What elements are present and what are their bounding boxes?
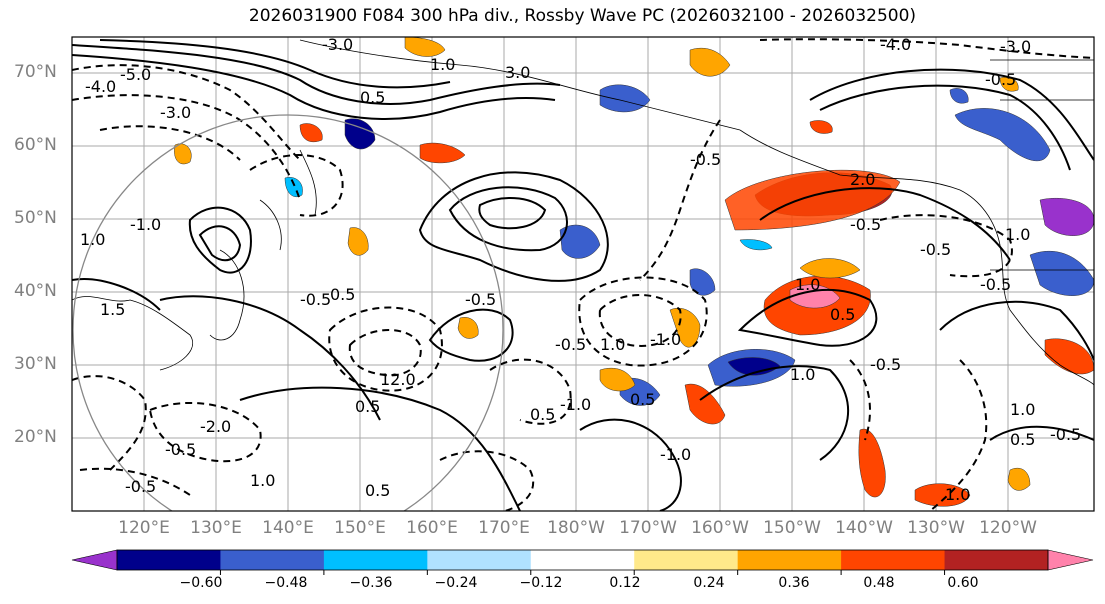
chart-title: 2026031900 F084 300 hPa div., Rossby Wav… bbox=[248, 6, 917, 26]
lat-label: 50°N bbox=[14, 208, 57, 228]
contour-label: 12.0 bbox=[380, 370, 416, 389]
contour-label: 0.5 bbox=[1010, 430, 1035, 449]
colorbar-segment bbox=[841, 550, 946, 570]
contour-label: -1.0 bbox=[660, 445, 691, 464]
colorbar bbox=[71, 549, 1094, 575]
contour-label: -0.5 bbox=[980, 275, 1011, 294]
contour-label: 1.5 bbox=[100, 300, 125, 319]
lon-label: 150°W bbox=[763, 518, 821, 538]
contour-label: 1.0 bbox=[250, 471, 275, 490]
contour-label: 1.0 bbox=[790, 365, 815, 384]
contour-label: 0.5 bbox=[330, 285, 355, 304]
colorbar-segment bbox=[634, 550, 739, 570]
contour-label: 0.5 bbox=[360, 88, 385, 107]
contour-label: -3.0 bbox=[160, 103, 191, 122]
lon-label: 140°W bbox=[835, 518, 893, 538]
contour-label: 1.0 bbox=[945, 485, 970, 504]
lon-label: 180°W bbox=[547, 518, 605, 538]
lon-label: 130°E bbox=[190, 518, 242, 538]
colorbar-tick-label: −0.24 bbox=[434, 575, 478, 591]
gridlines bbox=[72, 37, 1094, 511]
contour-label: -0.5 bbox=[300, 290, 331, 309]
colorbar-segment bbox=[944, 550, 1049, 570]
lon-label: 170°E bbox=[478, 518, 530, 538]
contour-label: -0.5 bbox=[690, 150, 721, 169]
lat-label: 70°N bbox=[14, 62, 57, 82]
contour-label: -0.5 bbox=[920, 240, 951, 259]
contour-label: 0.5 bbox=[630, 390, 655, 409]
lat-label: 60°N bbox=[14, 135, 57, 155]
divergence-shading bbox=[174, 37, 1094, 507]
colorbar-segment bbox=[737, 550, 842, 570]
colorbar-segment bbox=[323, 550, 428, 570]
colorbar-segment bbox=[530, 550, 635, 570]
contour-label: -4.0 bbox=[880, 35, 911, 54]
positive-contours bbox=[72, 39, 1094, 511]
contour-label: 0.5 bbox=[830, 305, 855, 324]
contour-labels: -3.0-5.0-4.0-3.0-4.0 -3.01.0 3.00.5-0.51.0… bbox=[80, 35, 1081, 504]
colorbar-segment bbox=[117, 550, 221, 570]
contour-label: -3.0 bbox=[1000, 37, 1031, 56]
colorbar-extend-low bbox=[71, 549, 118, 571]
contour-label: -0.5 bbox=[850, 215, 881, 234]
contour-label: 2.0 bbox=[850, 170, 875, 189]
colorbar-tick-label: 0.24 bbox=[693, 575, 725, 591]
lon-label: 130°W bbox=[907, 518, 965, 538]
lon-label: 120°W bbox=[979, 518, 1037, 538]
lat-label: 40°N bbox=[14, 281, 57, 301]
contour-label: -3.0 bbox=[322, 35, 353, 54]
contour-label: -2.0 bbox=[200, 417, 231, 436]
contour-label: -4.0 bbox=[85, 77, 116, 96]
lat-label: 20°N bbox=[14, 427, 57, 447]
contour-label: -0.5 bbox=[555, 335, 586, 354]
lon-label: 170°W bbox=[619, 518, 677, 538]
colorbar-tick-label: −0.60 bbox=[179, 575, 223, 591]
colorbar-tick-label: 0.60 bbox=[947, 575, 979, 591]
colorbar-tick-label: 0.12 bbox=[609, 575, 641, 591]
lon-label: 150°E bbox=[334, 518, 386, 538]
contour-label: 1.0 bbox=[1010, 400, 1035, 419]
map-frame bbox=[71, 36, 1095, 512]
contour-label: 1.0 bbox=[795, 275, 820, 294]
colorbar-segment bbox=[427, 550, 532, 570]
contour-label: -0.5 bbox=[985, 70, 1016, 89]
colorbar-tick-label: −0.48 bbox=[264, 575, 308, 591]
contour-label: 1.0 bbox=[1005, 225, 1030, 244]
contour-label: -0.5 bbox=[870, 355, 901, 374]
contour-label: -0.5 bbox=[125, 477, 156, 496]
contour-label: 1.0 bbox=[80, 230, 105, 249]
colorbar-frame bbox=[116, 549, 1049, 571]
contour-label: 0.5 bbox=[530, 405, 555, 424]
contour-label: -5.0 bbox=[120, 65, 151, 84]
contour-label: -0.5 bbox=[1050, 425, 1081, 444]
colorbar-tick-label: −0.36 bbox=[349, 575, 393, 591]
projection-circle bbox=[72, 114, 504, 511]
negative-contours bbox=[72, 38, 1094, 511]
contour-label: 3.0 bbox=[505, 63, 530, 82]
contour-label: 1.0 bbox=[600, 335, 625, 354]
lon-label: 160°W bbox=[691, 518, 749, 538]
contour-label: 0.5 bbox=[365, 481, 390, 500]
colorbar-extend-high bbox=[1047, 549, 1094, 571]
lat-label: 30°N bbox=[14, 354, 57, 374]
colorbar-tick-label: 0.48 bbox=[863, 575, 895, 591]
colorbar-tick-label: 0.36 bbox=[778, 575, 810, 591]
contour-label: -0.5 bbox=[165, 440, 196, 459]
colorbar-segment bbox=[220, 550, 325, 570]
contour-label: 0.5 bbox=[355, 397, 380, 416]
colorbar-tick-label: −0.12 bbox=[519, 575, 563, 591]
lon-label: 160°E bbox=[406, 518, 458, 538]
contour-label: 1.0 bbox=[430, 55, 455, 74]
lon-label: 120°E bbox=[118, 518, 170, 538]
contour-label: -1.0 bbox=[130, 215, 161, 234]
contour-label: -0.5 bbox=[465, 290, 496, 309]
coastlines bbox=[72, 39, 1094, 386]
contour-label: -1.0 bbox=[650, 330, 681, 349]
lon-label: 140°E bbox=[262, 518, 314, 538]
contour-label: -1.0 bbox=[560, 395, 591, 414]
